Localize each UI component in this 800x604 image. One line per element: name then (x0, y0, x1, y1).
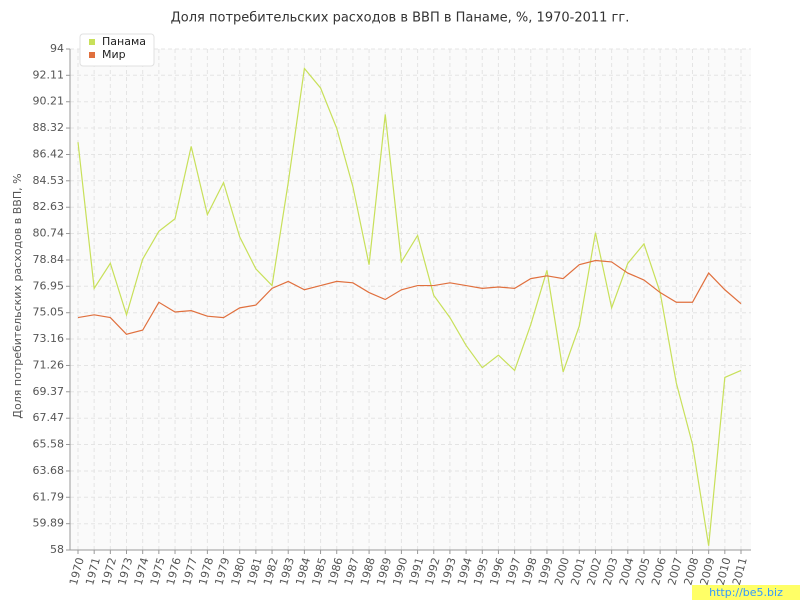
legend-label: Мир (102, 48, 126, 61)
watermark: http://be5.biz (709, 586, 783, 599)
y-tick-label: 80.74 (33, 227, 65, 240)
y-tick-label: 73.16 (33, 332, 65, 345)
y-tick-label: 65.58 (33, 438, 65, 451)
legend-marker (89, 39, 95, 45)
y-tick-label: 59.89 (33, 517, 65, 530)
chart-title: Доля потребительских расходов в ВВП в Па… (171, 11, 630, 26)
y-tick-label: 69.37 (33, 385, 65, 398)
series-line (77, 259, 742, 335)
y-tick-label: 90.21 (33, 95, 65, 108)
series-line (77, 67, 742, 546)
y-tick-label: 71.26 (33, 358, 65, 371)
y-tick-label: 92.11 (33, 68, 65, 81)
y-axis-label: Доля потребительских расходов в ВВП, % (11, 173, 24, 418)
y-tick-label: 75.05 (33, 306, 65, 319)
y-tick-label: 61.79 (33, 490, 65, 503)
y-tick-label: 78.84 (33, 253, 65, 266)
watermark-bg (692, 585, 800, 600)
y-tick-label: 82.63 (33, 200, 65, 213)
y-tick-label: 63.68 (33, 464, 65, 477)
legend (79, 33, 155, 67)
y-tick-label: 84.53 (33, 174, 65, 187)
plot-area (70, 49, 751, 550)
legend-marker (89, 52, 95, 58)
y-tick-label: 76.95 (33, 279, 65, 292)
y-tick-label: 58 (50, 543, 64, 556)
y-tick-label: 94 (50, 42, 64, 55)
lines (77, 67, 742, 546)
y-tick-label: 86.42 (33, 147, 65, 160)
y-tick-label: 88.32 (33, 121, 65, 134)
y-tick-label: 67.47 (33, 411, 65, 424)
legend-label: Панама (102, 35, 146, 48)
grid (70, 48, 751, 551)
